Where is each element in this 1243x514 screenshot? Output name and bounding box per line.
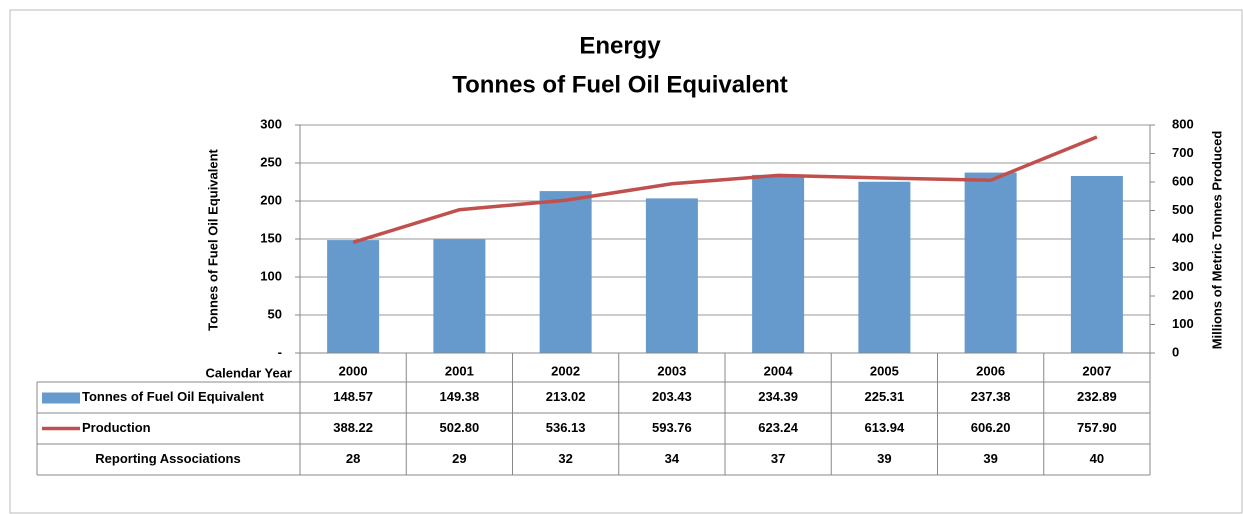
x-tick-label: 2007	[1082, 363, 1111, 378]
table-value: 29	[452, 451, 466, 466]
table-value: 606.20	[971, 420, 1011, 435]
bar	[752, 174, 805, 353]
table-value: 32	[558, 451, 572, 466]
y-axis-label: Tonnes of Fuel Oil Equivalent	[205, 148, 220, 330]
x-tick-label: 2005	[870, 363, 899, 378]
table-value: 237.38	[971, 389, 1011, 404]
x-axis-label: Calendar Year	[206, 365, 292, 380]
table-value: 593.76	[652, 420, 692, 435]
table-value: 39	[877, 451, 891, 466]
table-value: 203.43	[652, 389, 692, 404]
table-value: 40	[1090, 451, 1104, 466]
table-value: 213.02	[546, 389, 586, 404]
legend-key	[42, 392, 80, 404]
y2-tick-label: 400	[1172, 230, 1194, 245]
x-tick-label: 2001	[445, 363, 474, 378]
table-value: 28	[346, 451, 360, 466]
bar	[1070, 176, 1123, 353]
y-tick-label: 300	[260, 116, 282, 131]
legend-label: Tonnes of Fuel Oil Equivalent	[82, 389, 264, 404]
y2-tick-label: 0	[1172, 344, 1179, 359]
y-tick-label: 250	[260, 154, 282, 169]
table-value: 613.94	[864, 420, 905, 435]
table-value: 232.89	[1077, 389, 1117, 404]
y-tick-label: 200	[260, 192, 282, 207]
table-value: 34	[665, 451, 680, 466]
y2-axis-label: Millions of Metric Tonnes Produced	[1209, 131, 1224, 350]
x-tick-label: 2003	[657, 363, 686, 378]
y2-tick-label: 500	[1172, 202, 1194, 217]
table-value: 37	[771, 451, 785, 466]
table-value: 536.13	[546, 420, 586, 435]
bar	[645, 198, 698, 353]
x-tick-label: 2002	[551, 363, 580, 378]
y2-tick-label: 800	[1172, 116, 1194, 131]
table-value: 148.57	[333, 389, 373, 404]
bar	[327, 240, 380, 353]
table-value: 388.22	[333, 420, 373, 435]
y-tick-label: 150	[260, 230, 282, 245]
y2-tick-label: 200	[1172, 287, 1194, 302]
table-value: 757.90	[1077, 420, 1117, 435]
table-value: 39	[983, 451, 997, 466]
bar	[539, 191, 592, 353]
y2-tick-label: 100	[1172, 316, 1194, 331]
bar	[433, 239, 486, 353]
table-value: 623.24	[758, 420, 799, 435]
x-tick-label: 2004	[764, 363, 794, 378]
y2-tick-label: 600	[1172, 173, 1194, 188]
legend-label: Production	[82, 420, 151, 435]
y2-tick-label: 300	[1172, 259, 1194, 274]
table-row-label: Reporting Associations	[95, 451, 240, 466]
bar	[858, 181, 911, 353]
chart-title: Energy	[579, 32, 661, 59]
line	[352, 135, 1098, 245]
chart-border	[9, 9, 1243, 514]
chart-subtitle: Tonnes of Fuel Oil Equivalent	[452, 71, 788, 98]
y-tick-label: 50	[268, 306, 282, 321]
x-tick-label: 2006	[976, 363, 1005, 378]
bar	[964, 172, 1017, 353]
table-value: 234.39	[758, 389, 798, 404]
y-tick-label: 100	[260, 268, 282, 283]
table-value: 149.38	[439, 389, 479, 404]
y-tick-label: -	[278, 344, 282, 359]
y2-tick-label: 700	[1172, 145, 1194, 160]
x-tick-label: 2000	[339, 363, 368, 378]
table-value: 502.80	[439, 420, 479, 435]
table-value: 225.31	[864, 389, 904, 404]
